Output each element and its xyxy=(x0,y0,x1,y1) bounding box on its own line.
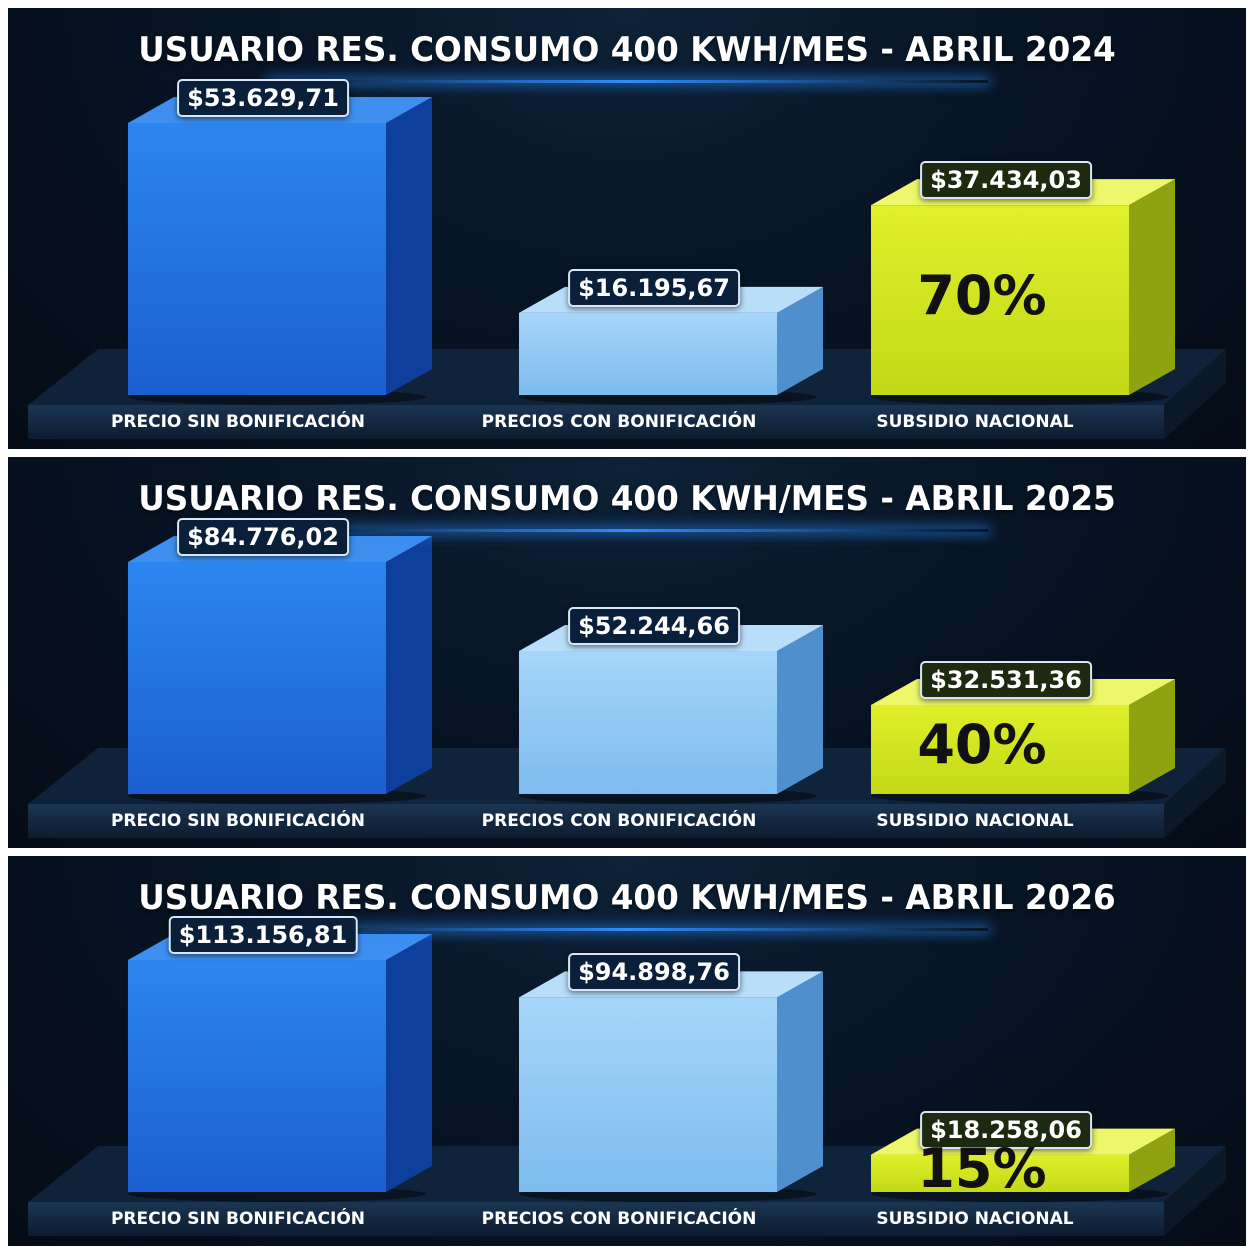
bar-subsidio-nacional xyxy=(871,1128,1175,1202)
platform-front xyxy=(28,804,1164,838)
value-label: $18.258,06 xyxy=(920,1110,1092,1149)
title-underline-glow xyxy=(268,529,988,532)
subsidy-percent-label: 15% xyxy=(917,1137,1047,1201)
value-label: $53.629,71 xyxy=(177,79,349,117)
value-label: $113.156,81 xyxy=(168,916,358,954)
bar-precio-sin-bonificacion xyxy=(128,934,432,1202)
bar-chart-svg xyxy=(28,97,1226,439)
bar-precios-con-bonificacion xyxy=(519,625,823,804)
bar-precios-con-bonificacion xyxy=(519,971,823,1202)
category-label: PRECIO SIN BONIFICACIÓN xyxy=(110,1209,366,1229)
platform-front xyxy=(28,405,1164,439)
platform-front xyxy=(28,1202,1164,1236)
subsidy-percent-label: 40% xyxy=(917,713,1047,777)
title-underline-glow xyxy=(268,928,988,931)
platform-side xyxy=(1164,349,1226,439)
category-label: SUBSIDIO NACIONAL xyxy=(876,811,1074,831)
category-label: SUBSIDIO NACIONAL xyxy=(876,412,1074,432)
chart-title: USUARIO RES. CONSUMO 400 KWH/MES - ABRIL… xyxy=(138,30,1116,70)
platform-side xyxy=(1164,748,1226,838)
category-label: PRECIOS CON BONIFICACIÓN xyxy=(481,1209,757,1229)
platform-side xyxy=(1164,1146,1226,1236)
chart-title: USUARIO RES. CONSUMO 400 KWH/MES - ABRIL… xyxy=(138,878,1116,918)
category-label: PRECIO SIN BONIFICACIÓN xyxy=(110,811,366,831)
chart-panel-2026: USUARIO RES. CONSUMO 400 KWH/MES - ABRIL… xyxy=(8,856,1246,1246)
category-label: PRECIOS CON BONIFICACIÓN xyxy=(481,412,757,432)
bar-precio-sin-bonificacion xyxy=(128,97,432,405)
title-underline-glow xyxy=(268,80,988,83)
value-label: $32.531,36 xyxy=(920,660,1092,699)
chart-panel-2024: USUARIO RES. CONSUMO 400 KWH/MES - ABRIL… xyxy=(8,8,1246,449)
subsidy-percent-label: 70% xyxy=(917,264,1047,328)
category-label: PRECIO SIN BONIFICACIÓN xyxy=(110,412,366,432)
chart-title: USUARIO RES. CONSUMO 400 KWH/MES - ABRIL… xyxy=(138,479,1116,519)
category-label: PRECIOS CON BONIFICACIÓN xyxy=(481,811,757,831)
value-label: $16.195,67 xyxy=(568,268,740,307)
value-label: $52.244,66 xyxy=(568,607,740,646)
bar-precio-sin-bonificacion xyxy=(128,536,432,804)
category-label: SUBSIDIO NACIONAL xyxy=(876,1209,1074,1229)
value-label: $84.776,02 xyxy=(177,518,349,556)
bar-chart-svg xyxy=(28,536,1226,838)
chart-panel-2025: USUARIO RES. CONSUMO 400 KWH/MES - ABRIL… xyxy=(8,457,1246,848)
value-label: $37.434,03 xyxy=(920,161,1092,200)
value-label: $94.898,76 xyxy=(568,953,740,992)
